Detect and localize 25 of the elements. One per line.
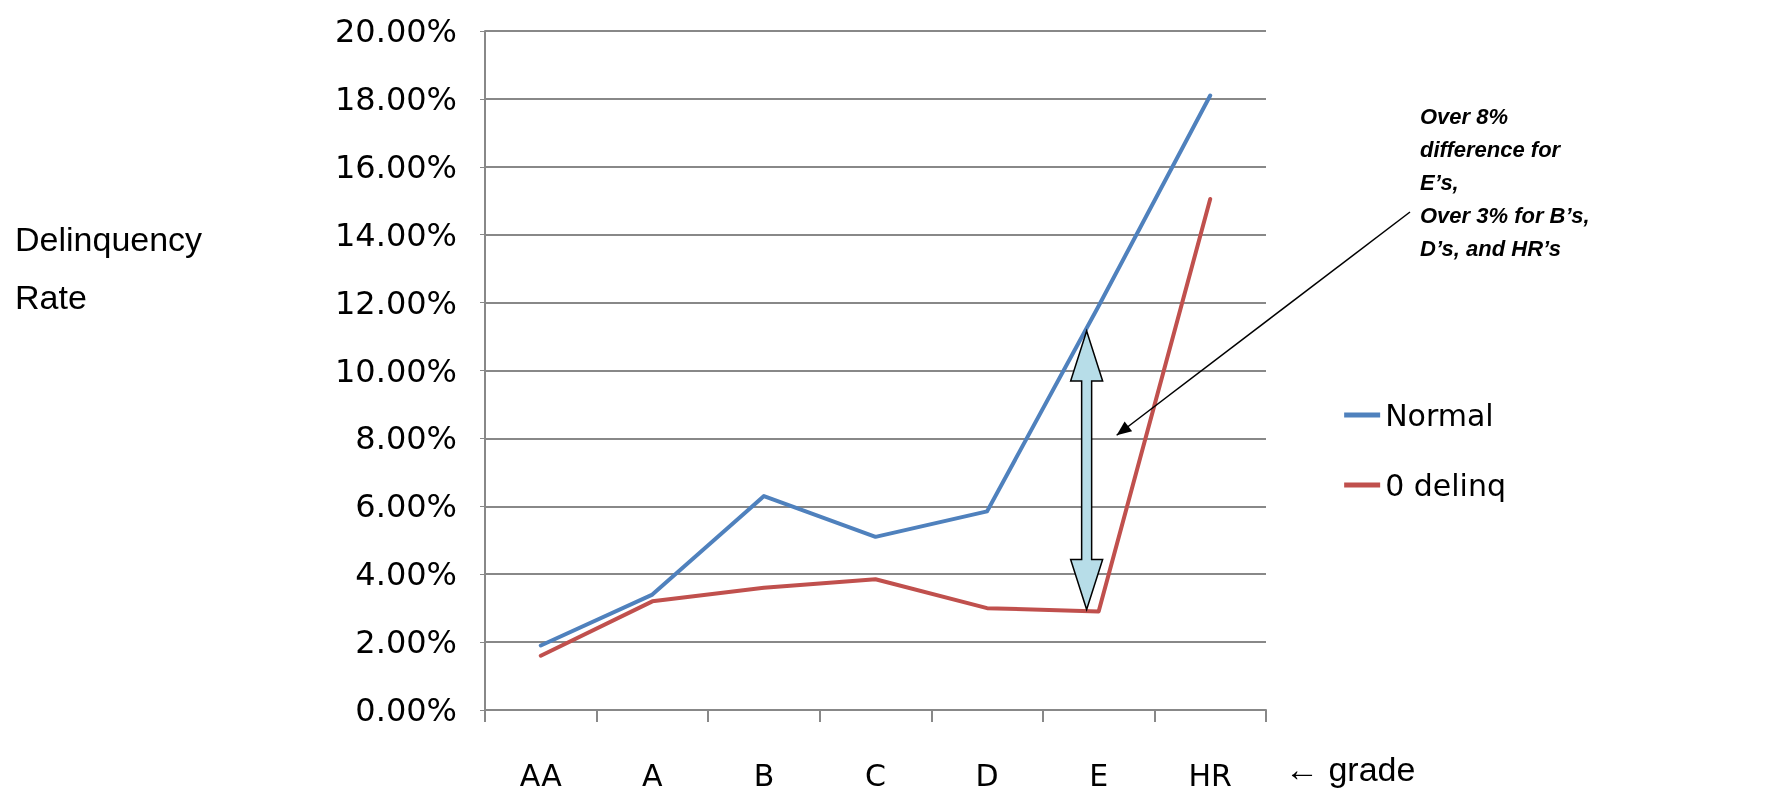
y-tick-label: 18.00%: [334, 79, 457, 118]
x-tick-label: A: [642, 757, 664, 793]
y-tick-label: 20.00%: [334, 12, 457, 50]
y-tick-label: 14.00%: [334, 215, 457, 254]
y-tick-label: 12.00%: [334, 283, 457, 322]
legend-label: Normal: [1385, 397, 1494, 433]
y-tick-label: 0.00%: [355, 691, 457, 729]
x-tick-label: D: [975, 757, 999, 793]
x-tick-label: C: [865, 757, 886, 793]
x-axis-title: ← grade: [1285, 750, 1416, 788]
line-series: [538, 197, 1213, 658]
legend-label: 0 delinq: [1385, 467, 1507, 503]
x-tick-label: HR: [1188, 757, 1232, 793]
y-tick-label: 8.00%: [355, 419, 457, 458]
y-tick-label: 16.00%: [334, 147, 457, 186]
x-tick-label: AA: [519, 757, 563, 793]
line-series: [538, 93, 1213, 648]
y-tick-label: 10.00%: [334, 351, 457, 390]
x-tick-label: E: [1089, 757, 1109, 793]
y-axis-title: Delinquency Rate: [15, 220, 203, 316]
y-tick-label: 4.00%: [355, 555, 457, 594]
text: Over 8% difference for E’s, Over 3% for B’s, D’s, and HR’s: [1420, 104, 1590, 261]
y-tick-label: 2.00%: [355, 623, 457, 662]
x-tick-label: B: [753, 757, 775, 793]
y-tick-label: 6.00%: [355, 487, 457, 526]
